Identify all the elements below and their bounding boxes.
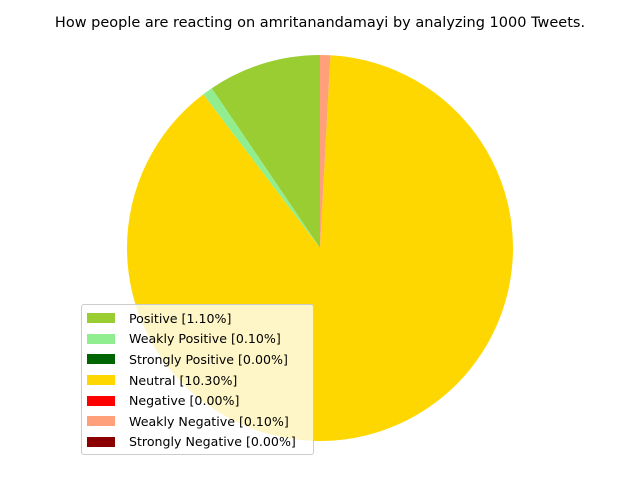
legend-swatch — [87, 416, 115, 427]
legend-swatch — [87, 375, 115, 386]
legend-label: Weakly Negative [0.10%] — [129, 413, 289, 429]
chart-title: How people are reacting on amritanandama… — [55, 15, 585, 31]
legend-item: Negative [0.00%] — [82, 390, 313, 411]
legend-swatch — [87, 354, 115, 365]
chart-legend: Positive [1.10%] Weakly Positive [0.10%] S… — [81, 304, 314, 456]
legend-label: Positive [1.10%] — [129, 310, 232, 326]
pie-slice-0 — [211, 55, 320, 248]
pie-slice-5 — [320, 55, 331, 248]
legend-swatch — [87, 333, 115, 344]
legend-item: Weakly Negative [0.10%] — [82, 411, 313, 432]
legend-swatch — [87, 313, 115, 324]
pie-slice-1 — [203, 88, 320, 249]
legend-item: Strongly Positive [0.00%] — [82, 349, 313, 370]
legend-label: Strongly Positive [0.00%] — [129, 351, 288, 367]
legend-label: Strongly Negative [0.00%] — [129, 434, 296, 450]
legend-label: Negative [0.00%] — [129, 393, 240, 409]
legend-item: Strongly Negative [0.00%] — [82, 432, 313, 453]
legend-swatch — [87, 395, 115, 406]
legend-swatch — [87, 436, 115, 447]
legend-item: Weakly Positive [0.10%] — [82, 329, 313, 350]
legend-item: Positive [1.10%] — [82, 308, 313, 329]
legend-item: Neutral [10.30%] — [82, 370, 313, 391]
legend-label: Weakly Positive [0.10%] — [129, 331, 281, 347]
legend-label: Neutral [10.30%] — [129, 372, 238, 388]
